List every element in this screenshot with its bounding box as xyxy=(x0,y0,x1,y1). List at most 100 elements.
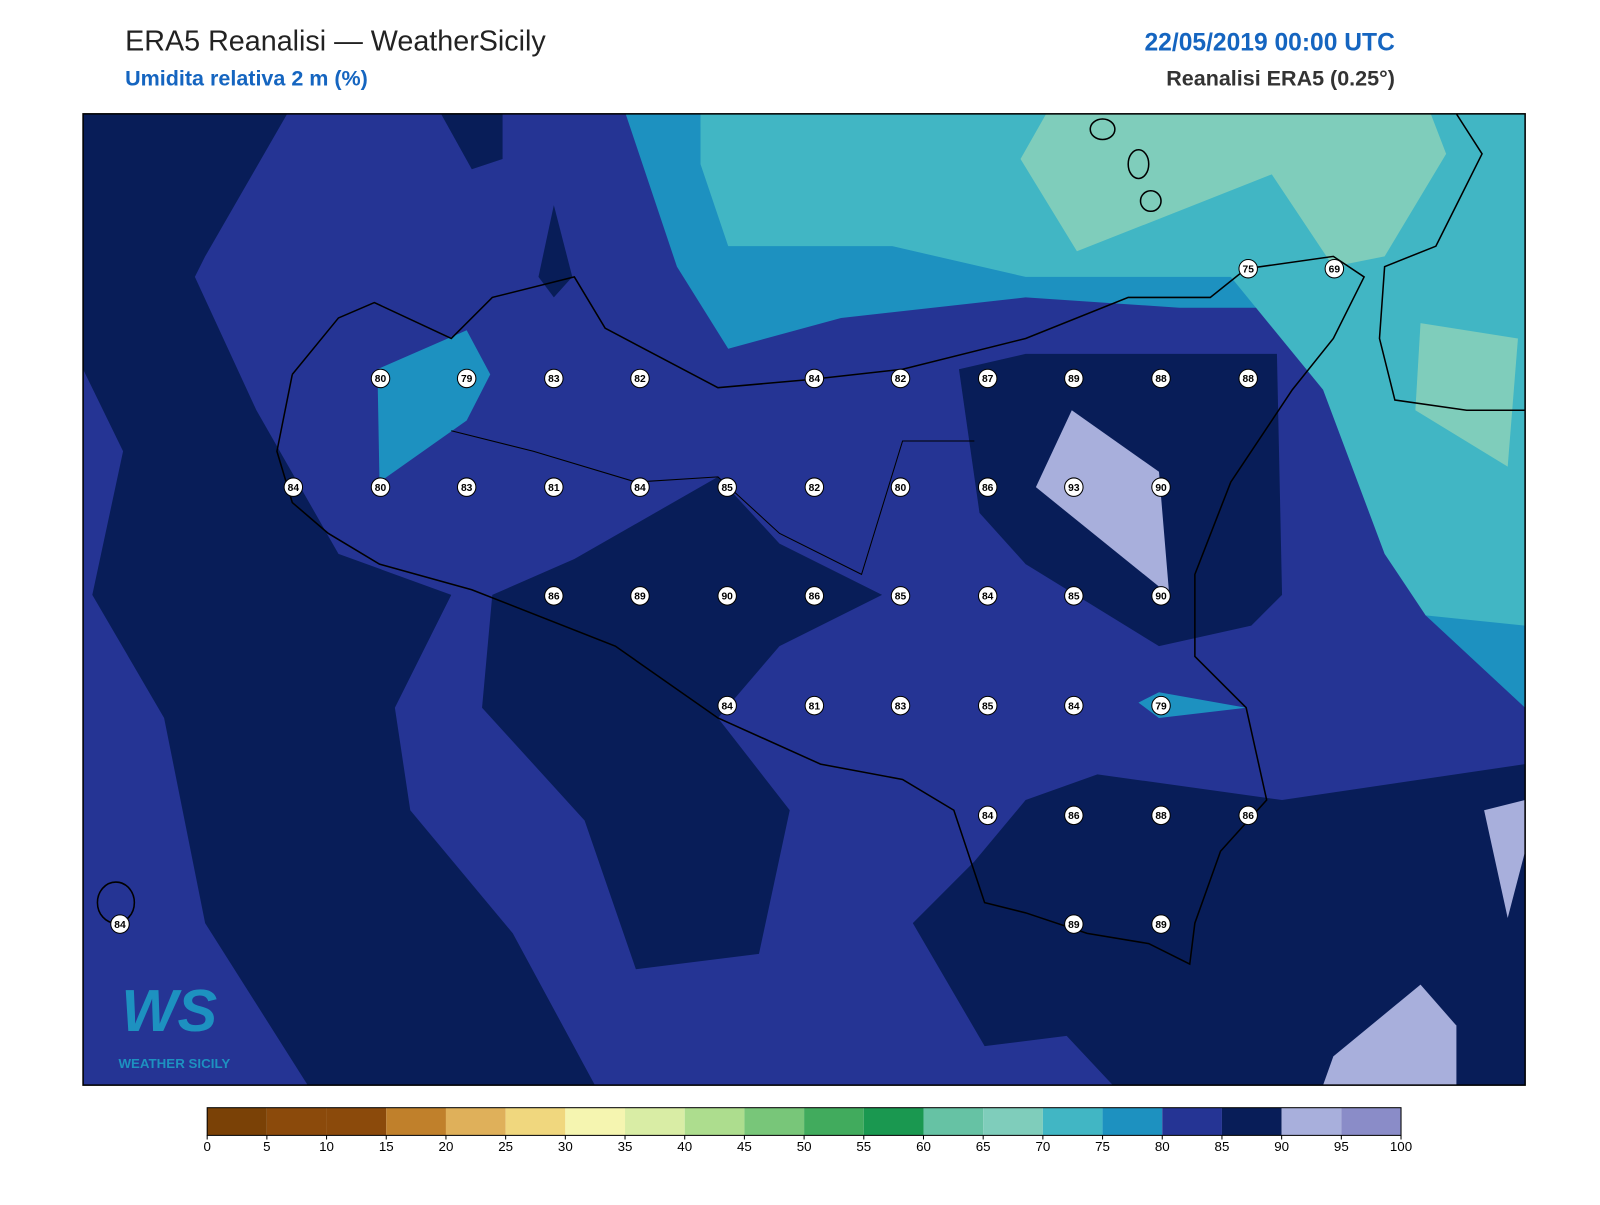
station-marker xyxy=(370,368,391,389)
station-marker xyxy=(1151,586,1171,606)
colorbar-segment xyxy=(445,1107,506,1136)
colorbar-segment xyxy=(386,1107,446,1136)
station-marker xyxy=(456,477,477,497)
field-65-70 xyxy=(1415,323,1518,467)
station-value: 87 xyxy=(982,374,994,385)
title: ERA5 Reanalisi — WeatherSicily xyxy=(125,26,546,58)
date: 22/05/2019 00:00 UTC xyxy=(1144,30,1395,57)
colorbar-segment xyxy=(1102,1107,1163,1136)
field-90-95 xyxy=(1484,800,1526,918)
station-marker xyxy=(630,368,650,389)
colorbar-segment xyxy=(1162,1107,1222,1136)
station-value: 79 xyxy=(1155,701,1167,712)
colorbar-tick-label: 95 xyxy=(1334,1139,1349,1154)
station-marker xyxy=(283,477,304,497)
station-marker xyxy=(630,477,650,497)
station-value: 86 xyxy=(1243,811,1255,822)
station-marker xyxy=(1064,695,1084,716)
station-value: 82 xyxy=(809,483,821,494)
logo-brand: WS xyxy=(121,977,217,1044)
station-value: 79 xyxy=(461,374,473,385)
field-85-90 xyxy=(538,205,573,298)
station-value: 85 xyxy=(895,592,907,603)
station-value: 80 xyxy=(375,483,387,494)
coastline xyxy=(1378,113,1526,412)
station-value: 86 xyxy=(982,483,994,494)
station-value: 90 xyxy=(721,592,733,603)
station-marker xyxy=(110,914,130,934)
colorbar-tick-label: 40 xyxy=(677,1139,692,1154)
colorbar-segment xyxy=(1281,1107,1342,1136)
station-marker xyxy=(977,368,998,389)
colorbar-tick-label: 85 xyxy=(1215,1139,1230,1154)
station-value: 81 xyxy=(548,483,560,494)
station-marker xyxy=(1324,258,1345,279)
station-marker xyxy=(977,695,998,716)
station-value: 82 xyxy=(895,374,907,385)
field-65-70 xyxy=(1020,113,1447,267)
station-marker xyxy=(977,805,998,826)
field-85-90 xyxy=(912,764,1526,1086)
station-value: 81 xyxy=(809,701,821,712)
station-value: 83 xyxy=(895,701,907,712)
colorbar-tick-label: 75 xyxy=(1095,1139,1110,1154)
station-value: 80 xyxy=(895,483,907,494)
station-value: 90 xyxy=(1155,592,1167,603)
station-marker xyxy=(717,477,737,497)
field-85-90 xyxy=(83,113,595,1086)
station-value: 80 xyxy=(375,374,387,385)
station-marker xyxy=(1151,914,1171,934)
colorbar-segment xyxy=(326,1107,387,1136)
station-value: 84 xyxy=(982,811,994,822)
station-marker xyxy=(804,586,825,606)
station-marker xyxy=(804,368,825,389)
station-marker xyxy=(1238,805,1258,826)
station-value: 88 xyxy=(1155,374,1167,385)
field-85-90 xyxy=(482,476,883,970)
colorbar-tick-label: 55 xyxy=(856,1139,871,1154)
station-marker xyxy=(1151,477,1171,497)
logo-name: WEATHER SICILY xyxy=(118,1056,230,1071)
colorbar-tick-label: 70 xyxy=(1035,1139,1050,1154)
field-90-95 xyxy=(1035,410,1170,595)
station-marker xyxy=(1151,368,1171,389)
station-marker xyxy=(890,695,911,716)
subtitle: Umidita relativa 2 m (%) xyxy=(125,67,368,91)
station-value: 85 xyxy=(982,701,994,712)
station-value: 89 xyxy=(1155,920,1167,931)
station-value: 84 xyxy=(288,483,300,494)
field-75-80 xyxy=(377,330,491,483)
map: WS WEATHER SICILY xyxy=(83,113,1526,1086)
stations: 75 69 80 79 83 82 84 82 87 89 88 88 84 80 83 81 84 85 82 80… xyxy=(110,258,1345,934)
colorbar-tick-label: 10 xyxy=(319,1139,334,1154)
colorbar-segment xyxy=(505,1107,566,1136)
station-marker xyxy=(630,586,650,606)
station-marker xyxy=(1238,258,1258,279)
station-marker xyxy=(890,586,911,606)
colorbar-segment xyxy=(684,1107,745,1136)
colorbar-segment xyxy=(207,1107,267,1136)
coastline xyxy=(276,255,1366,966)
station-marker xyxy=(544,586,564,606)
colorbar-segment xyxy=(266,1107,327,1136)
colorbar-tick-label: 45 xyxy=(737,1139,752,1154)
colorbar-tick-label: 90 xyxy=(1274,1139,1289,1154)
colorbar-segment xyxy=(565,1107,626,1136)
station-value: 82 xyxy=(634,374,646,385)
station-marker xyxy=(890,477,911,497)
source: Reanalisi ERA5 (0.25°) xyxy=(1166,67,1395,91)
station-value: 86 xyxy=(1068,811,1080,822)
colorbar-tick-label: 100 xyxy=(1390,1139,1412,1154)
station-marker xyxy=(977,477,998,497)
station-marker xyxy=(890,368,911,389)
colorbar-tick-label: 60 xyxy=(916,1139,931,1154)
colorbar-segment xyxy=(625,1107,685,1136)
colorbar: 0 5 10 15 20 25 30 35 40 45 50 55 60 65 70 75 80 85 90 95 10… xyxy=(203,1107,1412,1154)
station-marker xyxy=(717,586,737,606)
station-marker xyxy=(1064,477,1084,497)
station-marker xyxy=(977,586,998,606)
station-marker xyxy=(1064,368,1084,389)
station-value: 83 xyxy=(548,374,560,385)
island xyxy=(1139,189,1162,213)
